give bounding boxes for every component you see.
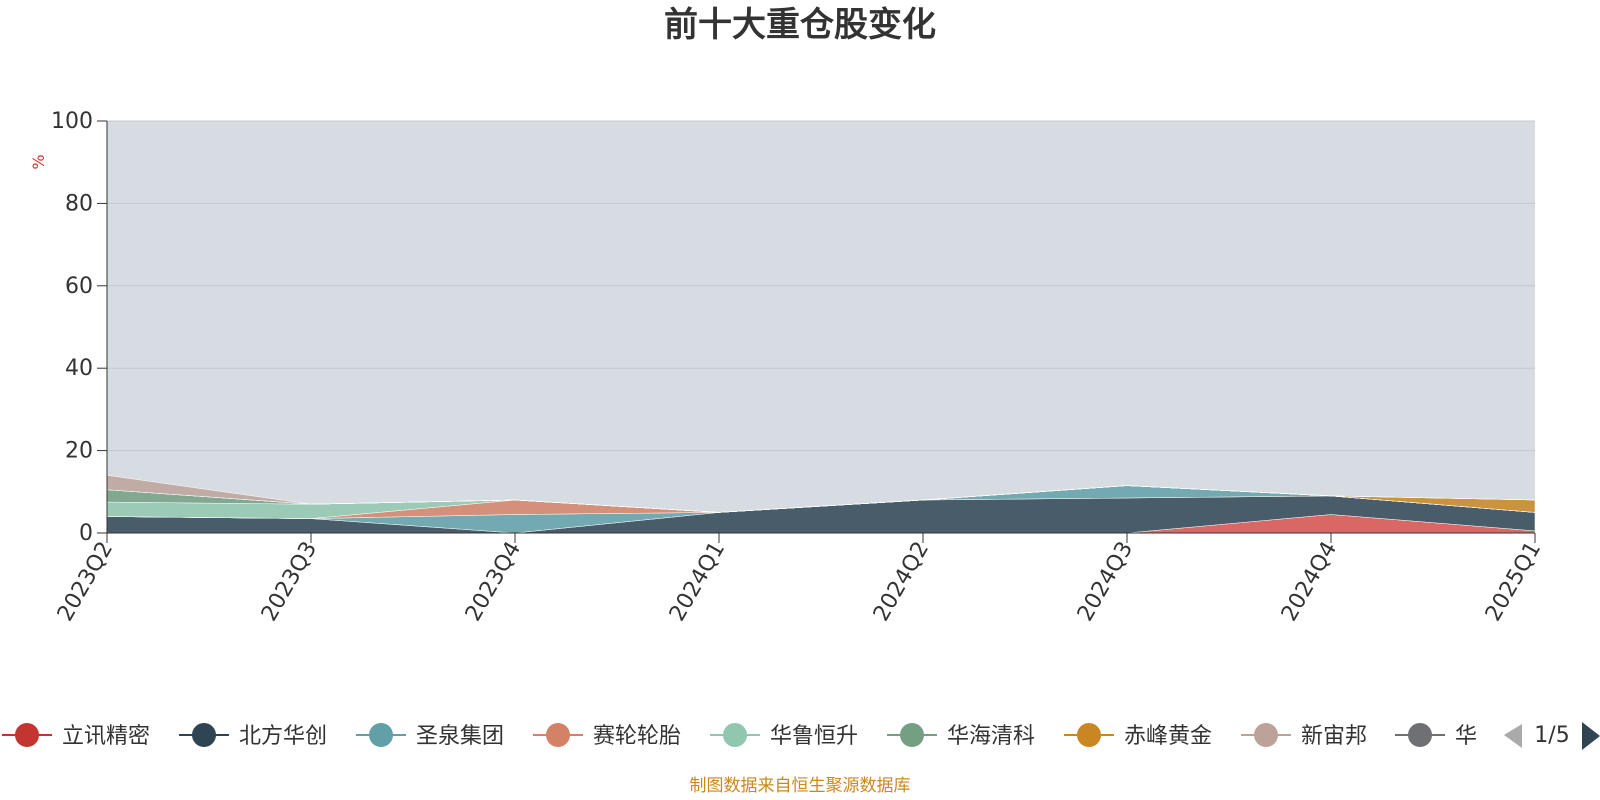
y-tick-label: 80 (65, 191, 93, 216)
legend-label: 华 (1455, 724, 1477, 749)
series-area-8 (106, 475, 1536, 513)
legend-next-page-icon[interactable] (1582, 722, 1600, 750)
x-tick-label: 2023Q2 (53, 538, 118, 626)
y-tick-label: 40 (65, 356, 93, 381)
x-tick-label: 2024Q1 (665, 538, 730, 626)
x-tick-label: 2025Q1 (1481, 538, 1546, 626)
data-source-note: 制图数据来自恒生聚源数据库 (690, 776, 911, 796)
legend-item[interactable]: 北方华创 (179, 723, 327, 749)
legend-circle-marker (1077, 723, 1101, 747)
stacked-area-layers (106, 475, 1536, 534)
legend-pager: 1/5 (1504, 722, 1600, 750)
legend-circle-marker (1408, 723, 1432, 747)
legend-item[interactable]: 新宙邦 (1241, 723, 1367, 749)
gridlines (107, 120, 1535, 452)
legend-item[interactable]: 华海清科 (887, 723, 1035, 749)
legend-label: 立讯精密 (62, 724, 150, 749)
legend-circle-marker (15, 723, 39, 747)
axes (106, 121, 1535, 534)
legend-circle-marker (192, 723, 216, 747)
legend-label: 新宙邦 (1301, 724, 1367, 749)
y-axis-ticks: 0 20 40 60 80 100 (51, 109, 107, 546)
legend-page-indicator: 1/5 (1534, 723, 1569, 748)
legend-item[interactable]: 华 (1395, 723, 1477, 749)
y-tick-label: 60 (65, 274, 93, 299)
chart-title: 前十大重仓股变化 (664, 5, 936, 45)
x-tick-label: 2023Q4 (461, 538, 526, 626)
legend-prev-page-icon[interactable] (1504, 724, 1522, 748)
x-tick-label: 2023Q3 (257, 538, 322, 626)
x-tick-label: 2024Q4 (1277, 538, 1342, 626)
legend-item[interactable]: 华鲁恒升 (710, 723, 858, 749)
legend-label: 赤峰黄金 (1124, 724, 1212, 749)
plot-background (107, 121, 1535, 533)
x-axis-ticks: 2023Q2 2023Q3 2023Q4 2024Q1 2024Q2 2024Q3 2024… (53, 533, 1546, 626)
legend-circle-marker (723, 723, 747, 747)
legend-circle-marker (900, 723, 924, 747)
legend-label: 赛轮轮胎 (593, 724, 681, 749)
x-tick-label: 2024Q2 (869, 538, 934, 626)
legend-label: 华鲁恒升 (770, 724, 858, 749)
y-tick-label: 100 (51, 109, 93, 134)
x-tick-label: 2024Q3 (1073, 538, 1138, 626)
legend-item[interactable]: 立讯精密 (2, 723, 150, 749)
legend-label: 华海清科 (947, 724, 1035, 749)
legend-item[interactable]: 赤峰黄金 (1064, 723, 1212, 749)
legend-item[interactable]: 赛轮轮胎 (533, 723, 681, 749)
y-axis-unit: % (29, 154, 48, 169)
y-tick-label: 0 (79, 521, 93, 546)
legend-label: 北方华创 (239, 724, 327, 749)
legend-item[interactable]: 圣泉集团 (356, 723, 504, 749)
legend: 立讯精密 北方华创 圣泉集团 赛轮轮胎 华鲁恒升 华海清科 赤峰黄金 新宙邦 华 (2, 723, 1477, 749)
legend-circle-marker (1254, 723, 1278, 747)
plot-area (107, 121, 1535, 533)
y-tick-label: 20 (65, 439, 93, 464)
legend-circle-marker (546, 723, 570, 747)
legend-label: 圣泉集团 (416, 724, 504, 749)
legend-circle-marker (369, 723, 393, 747)
